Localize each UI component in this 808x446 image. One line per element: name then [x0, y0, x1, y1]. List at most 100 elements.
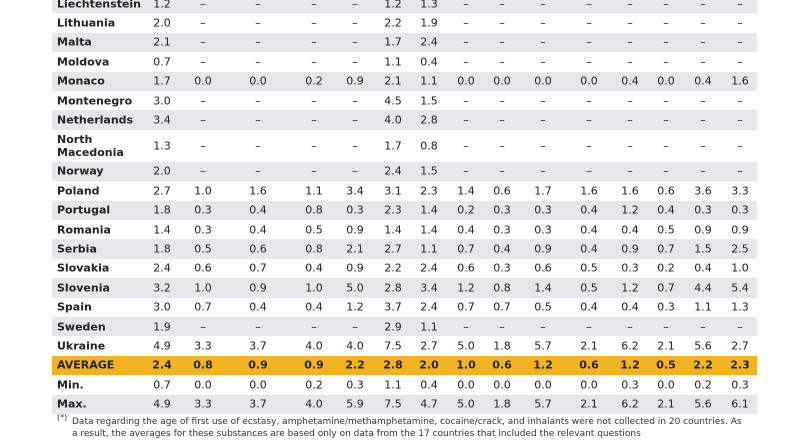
table-cell: 0.7 [657, 281, 675, 295]
table-cell: 4.5 [384, 94, 402, 108]
table-cell: – [540, 94, 546, 108]
table-cell: 1.4 [534, 281, 552, 295]
table-cell: – [700, 320, 706, 334]
table-cell: 1.4 [420, 223, 438, 237]
table-cell: 0.0 [249, 74, 267, 88]
table-cell: 0.4 [580, 203, 598, 217]
table-cell: 0.9 [534, 242, 552, 256]
table-cell: – [352, 55, 358, 69]
table-cell: 0.4 [657, 203, 675, 217]
table-cell: 4.7 [420, 397, 438, 411]
table-cell: – [352, 320, 358, 334]
table-cell: 0.6 [492, 358, 512, 372]
table-cell: 0.2 [694, 378, 712, 392]
table-cell: 1.0 [731, 261, 749, 275]
row-label: Montenegro [57, 94, 133, 108]
table-cell: 1.6 [731, 74, 749, 88]
table-cell: – [255, 35, 261, 49]
row-label: Liechtenstein [57, 0, 142, 11]
table-cell: – [586, 35, 592, 49]
row-label: North Macedonia [57, 132, 124, 159]
table-cell: – [499, 320, 505, 334]
table-cell: – [586, 164, 592, 178]
row-label: Malta [57, 35, 92, 49]
table-row: Slovakia 2.4 0.6 0.7 0.4 0.9 2.2 2.4 0.6 0.3 0.6 0.… [52, 259, 757, 278]
table-cell: 0.8 [305, 203, 323, 217]
table-cell: 5.0 [457, 339, 475, 353]
table-cell: – [700, 16, 706, 30]
table-cell: 2.0 [153, 16, 171, 30]
table-cell: 4.0 [305, 339, 323, 353]
table-cell: – [311, 35, 317, 49]
row-label: Min. [57, 378, 84, 392]
row-label: Poland [57, 184, 100, 198]
table-cell: – [200, 35, 206, 49]
table-cell: 5.0 [457, 397, 475, 411]
table-cell: – [499, 164, 505, 178]
table-cell: 0.3 [493, 223, 511, 237]
table-cell: 1.2 [533, 358, 553, 372]
row-label: Netherlands [57, 113, 134, 127]
table-cell: 3.4 [420, 281, 438, 295]
table-cell: 0.9 [248, 358, 268, 372]
table-cell: – [586, 0, 592, 11]
table-cell: 2.8 [383, 358, 403, 372]
table-cell: 0.5 [580, 281, 598, 295]
table-row: Montenegro 3.0 – – – – 4.5 1.5 – – – – – – – – [52, 91, 757, 110]
table-cell: 2.4 [384, 164, 402, 178]
table-row: Max. 4.9 3.3 3.7 4.0 5.9 7.5 4.7 5.0 1.8 5.7 2.1 6.2… [52, 394, 757, 414]
table-cell: 0.0 [534, 74, 552, 88]
table-cell: 0.0 [657, 378, 675, 392]
table-cell: 1.7 [153, 74, 171, 88]
table-cell: 0.8 [193, 358, 213, 372]
table-cell: – [255, 0, 261, 11]
table-cell: 0.3 [731, 203, 749, 217]
table-cell: 0.3 [731, 378, 749, 392]
table-cell: 0.6 [249, 242, 267, 256]
table-cell: 0.4 [457, 223, 475, 237]
table-cell: – [463, 94, 469, 108]
table-cell: 1.0 [194, 281, 212, 295]
table-cell: – [663, 35, 669, 49]
table-cell: 3.0 [153, 300, 171, 314]
table-cell: 0.4 [493, 242, 511, 256]
table-cell: 0.0 [249, 378, 267, 392]
table-cell: 0.4 [621, 223, 639, 237]
table-cell: – [540, 16, 546, 30]
table-cell: – [255, 94, 261, 108]
table-cell: 1.4 [384, 223, 402, 237]
table-cell: 4.9 [153, 397, 171, 411]
table-cell: – [586, 16, 592, 30]
table-cell: – [663, 164, 669, 178]
table-cell: – [700, 35, 706, 49]
table-cell: 5.7 [534, 339, 552, 353]
table-cell: – [586, 320, 592, 334]
table-cell: 2.1 [153, 35, 171, 49]
table-cell: 1.8 [493, 397, 511, 411]
table-cell: – [540, 164, 546, 178]
table-cell: 0.7 [153, 378, 171, 392]
table-cell: – [737, 16, 743, 30]
table-cell: 0.0 [657, 74, 675, 88]
table-cell: 3.6 [694, 184, 712, 198]
table-cell: – [255, 55, 261, 69]
table-cell: 3.3 [194, 339, 212, 353]
table-cell: 0.3 [194, 203, 212, 217]
table-cell: 0.0 [457, 378, 475, 392]
table-cell: 5.7 [534, 397, 552, 411]
table-cell: 3.2 [153, 281, 171, 295]
table-cell: 2.3 [730, 358, 750, 372]
table-cell: – [627, 94, 633, 108]
table-cell: 1.7 [384, 139, 402, 153]
table-cell: 4.0 [346, 339, 364, 353]
table-row: Slovenia 3.2 1.0 0.9 1.0 5.0 2.8 3.4 1.2 0.8 1.4 0.… [52, 278, 757, 298]
footnote: Data regarding the age of first use of e… [72, 417, 742, 439]
table-cell: – [627, 139, 633, 153]
table-cell: 1.8 [153, 242, 171, 256]
table-cell: 0.4 [249, 300, 267, 314]
table-cell: 1.5 [420, 94, 438, 108]
table-cell: – [540, 320, 546, 334]
table-cell: 1.6 [580, 184, 598, 198]
table-cell: 2.2 [345, 358, 365, 372]
table-cell: – [540, 113, 546, 127]
